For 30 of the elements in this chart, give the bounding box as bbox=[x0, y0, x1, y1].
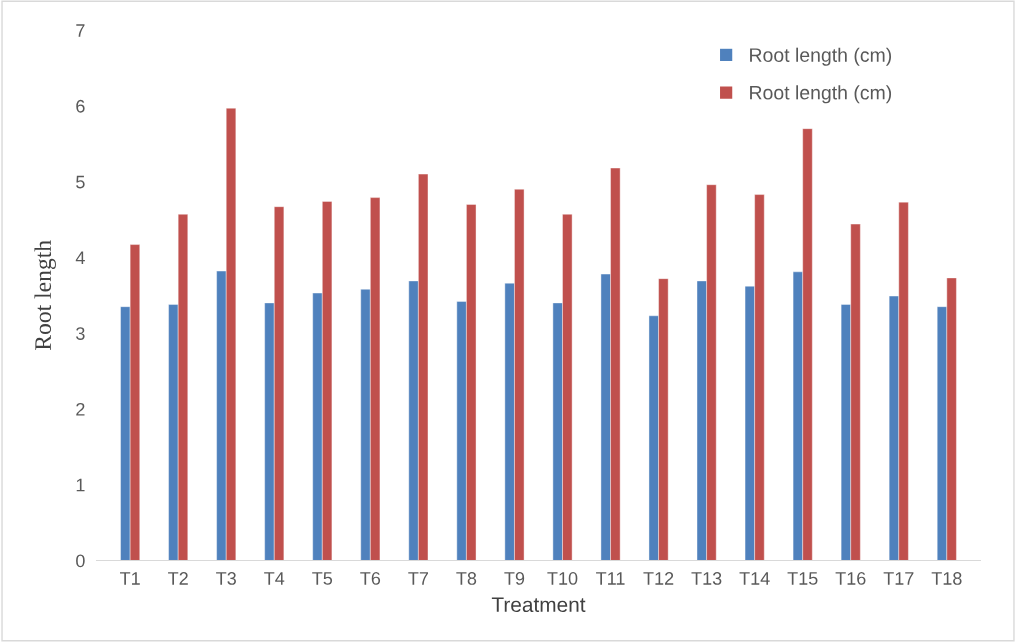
y-axis-title: Root length bbox=[34, 240, 56, 351]
x-tick-label: T17 bbox=[883, 572, 914, 585]
y-tick-label: 0 bbox=[76, 554, 85, 568]
y-tick-label: 4 bbox=[75, 251, 85, 264]
x-tick-label: T12 bbox=[643, 572, 674, 585]
x-tick-label: T3 bbox=[216, 572, 236, 585]
x-tick-label: T6 bbox=[360, 572, 381, 585]
y-tick-label: 5 bbox=[76, 175, 85, 189]
y-tick-label: 7 bbox=[76, 24, 85, 37]
x-tick-label: T15 bbox=[787, 572, 818, 585]
x-tick-label: T9 bbox=[504, 572, 525, 585]
x-tick-label: T2 bbox=[168, 572, 188, 585]
x-tick-label: T5 bbox=[312, 572, 333, 585]
x-tick-label: T7 bbox=[408, 572, 429, 585]
y-tick-label: 6 bbox=[76, 99, 85, 113]
x-tick-label: T1 bbox=[120, 572, 140, 585]
x-tick-label: T11 bbox=[596, 572, 625, 585]
y-tick-label: 1 bbox=[76, 478, 85, 492]
x-tick-label: T18 bbox=[931, 572, 962, 585]
x-tick-label: T14 bbox=[739, 572, 770, 585]
legend-label: Root length (cm) bbox=[750, 85, 892, 104]
x-axis-title: Treatment bbox=[491, 597, 586, 613]
y-tick-label: 3 bbox=[76, 327, 85, 340]
x-tick-label: T4 bbox=[264, 572, 285, 585]
legend-label: Root length (cm) bbox=[750, 47, 892, 66]
x-tick-label: T8 bbox=[456, 572, 477, 585]
x-tick-label: T16 bbox=[835, 572, 866, 585]
x-tick-label: T13 bbox=[691, 572, 722, 585]
y-tick-label: 2 bbox=[76, 402, 85, 416]
x-tick-label: T10 bbox=[547, 572, 578, 585]
